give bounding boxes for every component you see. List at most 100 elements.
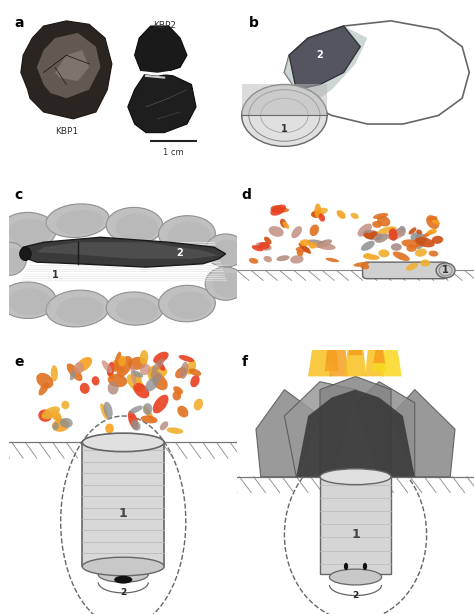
Text: 1: 1 — [119, 507, 128, 520]
Ellipse shape — [269, 226, 283, 237]
Ellipse shape — [143, 403, 152, 415]
Ellipse shape — [428, 216, 438, 222]
Ellipse shape — [389, 228, 398, 241]
Ellipse shape — [189, 368, 201, 376]
Ellipse shape — [51, 410, 62, 421]
Ellipse shape — [131, 365, 137, 386]
Text: c: c — [14, 187, 22, 201]
Ellipse shape — [113, 360, 125, 373]
Ellipse shape — [406, 263, 418, 271]
Polygon shape — [391, 390, 455, 476]
Ellipse shape — [118, 356, 126, 367]
Ellipse shape — [107, 368, 114, 379]
Polygon shape — [326, 324, 337, 363]
Ellipse shape — [205, 234, 246, 267]
Ellipse shape — [9, 219, 51, 246]
Ellipse shape — [292, 226, 302, 238]
Text: 1: 1 — [351, 528, 360, 542]
Ellipse shape — [344, 563, 348, 570]
Ellipse shape — [314, 203, 321, 218]
Ellipse shape — [134, 373, 142, 391]
Ellipse shape — [173, 386, 183, 394]
Ellipse shape — [378, 227, 396, 234]
Ellipse shape — [180, 362, 188, 379]
Polygon shape — [380, 318, 402, 376]
Ellipse shape — [364, 233, 374, 239]
Ellipse shape — [46, 290, 109, 327]
Ellipse shape — [74, 362, 84, 373]
Ellipse shape — [297, 250, 303, 256]
Polygon shape — [135, 26, 187, 76]
Ellipse shape — [364, 253, 372, 258]
Ellipse shape — [320, 469, 391, 484]
Ellipse shape — [108, 374, 127, 387]
Ellipse shape — [140, 364, 151, 375]
Ellipse shape — [153, 352, 169, 363]
Ellipse shape — [432, 236, 443, 244]
Polygon shape — [284, 21, 469, 124]
Ellipse shape — [299, 243, 311, 254]
Ellipse shape — [212, 239, 243, 265]
Polygon shape — [242, 85, 327, 115]
Ellipse shape — [177, 406, 188, 418]
Polygon shape — [356, 382, 415, 476]
Polygon shape — [128, 72, 196, 133]
Ellipse shape — [406, 244, 417, 252]
Ellipse shape — [166, 427, 183, 434]
Ellipse shape — [276, 255, 290, 261]
Polygon shape — [320, 376, 391, 476]
Ellipse shape — [436, 263, 455, 278]
Ellipse shape — [416, 230, 422, 235]
Bar — [82, 442, 164, 567]
Ellipse shape — [415, 233, 427, 243]
Ellipse shape — [310, 225, 319, 236]
Polygon shape — [373, 326, 385, 363]
Ellipse shape — [38, 383, 49, 395]
Ellipse shape — [128, 411, 138, 430]
Ellipse shape — [415, 237, 435, 247]
Ellipse shape — [337, 210, 346, 219]
Polygon shape — [256, 390, 320, 476]
Ellipse shape — [131, 420, 141, 430]
Ellipse shape — [152, 374, 168, 391]
Ellipse shape — [264, 256, 272, 262]
Ellipse shape — [415, 249, 427, 257]
Ellipse shape — [401, 239, 421, 248]
Ellipse shape — [377, 216, 390, 227]
Ellipse shape — [179, 355, 194, 362]
Ellipse shape — [175, 367, 187, 378]
Ellipse shape — [205, 267, 246, 300]
Ellipse shape — [388, 230, 404, 240]
Ellipse shape — [116, 298, 158, 322]
Ellipse shape — [36, 373, 54, 389]
Ellipse shape — [153, 395, 168, 413]
Ellipse shape — [56, 297, 104, 324]
Ellipse shape — [194, 398, 203, 411]
Ellipse shape — [106, 208, 163, 244]
Ellipse shape — [357, 223, 372, 236]
Ellipse shape — [270, 204, 286, 216]
Ellipse shape — [133, 383, 149, 398]
Ellipse shape — [140, 350, 148, 365]
Ellipse shape — [173, 391, 181, 400]
Ellipse shape — [9, 288, 51, 316]
Text: a: a — [14, 16, 24, 29]
Polygon shape — [365, 303, 384, 376]
Ellipse shape — [252, 245, 263, 251]
Polygon shape — [284, 26, 367, 107]
Ellipse shape — [258, 242, 270, 249]
Polygon shape — [372, 324, 386, 371]
Ellipse shape — [392, 252, 410, 261]
Polygon shape — [296, 390, 415, 476]
Text: 2: 2 — [352, 591, 359, 600]
Ellipse shape — [160, 421, 168, 430]
Ellipse shape — [128, 357, 147, 370]
Ellipse shape — [398, 226, 406, 236]
Ellipse shape — [190, 375, 200, 387]
Ellipse shape — [80, 383, 90, 394]
Ellipse shape — [114, 576, 132, 584]
Ellipse shape — [264, 236, 272, 244]
Ellipse shape — [326, 258, 339, 262]
Ellipse shape — [410, 232, 422, 242]
Ellipse shape — [363, 563, 367, 570]
